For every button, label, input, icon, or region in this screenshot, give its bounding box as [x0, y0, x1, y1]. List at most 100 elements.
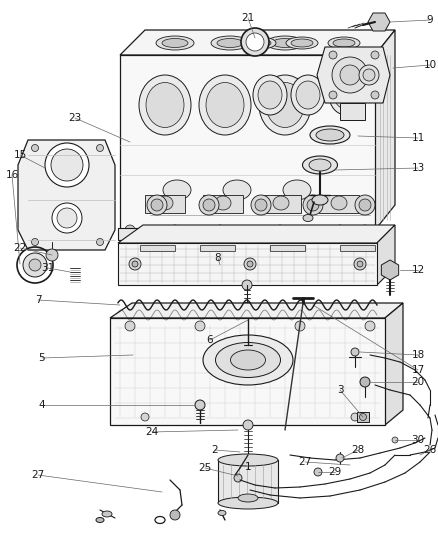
- Circle shape: [353, 258, 365, 270]
- Polygon shape: [120, 55, 374, 230]
- Circle shape: [334, 225, 344, 235]
- Polygon shape: [367, 13, 389, 31]
- Text: 11: 11: [410, 133, 424, 143]
- Circle shape: [125, 225, 135, 235]
- Text: 23: 23: [68, 113, 81, 123]
- Text: 3: 3: [336, 385, 343, 395]
- Text: 26: 26: [422, 445, 436, 455]
- Ellipse shape: [223, 180, 251, 200]
- Ellipse shape: [248, 39, 270, 47]
- Circle shape: [194, 321, 205, 331]
- Text: 20: 20: [410, 377, 424, 387]
- Ellipse shape: [285, 37, 317, 49]
- Circle shape: [362, 69, 374, 81]
- Circle shape: [339, 65, 359, 85]
- Bar: [261, 195, 300, 213]
- Ellipse shape: [230, 350, 265, 370]
- Polygon shape: [339, 103, 364, 120]
- Ellipse shape: [202, 335, 292, 385]
- Polygon shape: [381, 260, 398, 280]
- Text: 22: 22: [13, 243, 27, 253]
- Ellipse shape: [205, 83, 244, 127]
- Ellipse shape: [309, 126, 349, 144]
- Circle shape: [359, 225, 369, 235]
- Text: 27: 27: [31, 470, 45, 480]
- Ellipse shape: [102, 511, 112, 517]
- Circle shape: [96, 238, 103, 246]
- Polygon shape: [140, 245, 175, 251]
- Polygon shape: [200, 245, 234, 251]
- Circle shape: [233, 474, 241, 482]
- Ellipse shape: [272, 38, 297, 47]
- Text: 4: 4: [39, 400, 45, 410]
- Ellipse shape: [290, 39, 312, 47]
- Circle shape: [251, 195, 270, 215]
- Polygon shape: [218, 460, 277, 503]
- Circle shape: [274, 225, 284, 235]
- Ellipse shape: [215, 343, 280, 377]
- Ellipse shape: [295, 81, 319, 109]
- Circle shape: [51, 149, 83, 181]
- Text: 9: 9: [426, 15, 432, 25]
- Ellipse shape: [311, 195, 327, 205]
- Polygon shape: [356, 412, 368, 422]
- Ellipse shape: [198, 75, 251, 135]
- Circle shape: [57, 208, 77, 228]
- Ellipse shape: [265, 36, 303, 50]
- Circle shape: [202, 199, 215, 211]
- Circle shape: [328, 51, 336, 59]
- Circle shape: [356, 261, 362, 267]
- Text: 28: 28: [350, 445, 364, 455]
- Polygon shape: [118, 228, 376, 240]
- Text: 31: 31: [41, 263, 54, 273]
- Circle shape: [294, 321, 304, 331]
- Circle shape: [370, 91, 378, 99]
- Ellipse shape: [146, 83, 184, 127]
- Circle shape: [306, 199, 318, 211]
- Text: 2: 2: [211, 445, 218, 455]
- Circle shape: [125, 321, 135, 331]
- Text: 12: 12: [410, 265, 424, 275]
- Circle shape: [359, 377, 369, 387]
- Polygon shape: [316, 47, 389, 103]
- Circle shape: [335, 454, 343, 462]
- Circle shape: [350, 348, 358, 356]
- Text: 29: 29: [328, 467, 341, 477]
- Bar: [318, 195, 358, 213]
- Circle shape: [328, 91, 336, 99]
- Circle shape: [29, 259, 41, 271]
- Polygon shape: [374, 30, 394, 230]
- Ellipse shape: [302, 214, 312, 222]
- Circle shape: [96, 144, 103, 151]
- Ellipse shape: [157, 196, 173, 210]
- Ellipse shape: [315, 129, 343, 141]
- Circle shape: [244, 258, 255, 270]
- Circle shape: [364, 321, 374, 331]
- Circle shape: [129, 258, 141, 270]
- Circle shape: [243, 420, 252, 430]
- Ellipse shape: [258, 75, 310, 135]
- Ellipse shape: [216, 38, 243, 47]
- Circle shape: [45, 143, 89, 187]
- Polygon shape: [120, 30, 394, 55]
- Ellipse shape: [155, 36, 194, 50]
- Polygon shape: [118, 243, 376, 285]
- Ellipse shape: [328, 75, 362, 115]
- Text: 7: 7: [35, 295, 41, 305]
- Circle shape: [147, 195, 166, 215]
- Circle shape: [32, 144, 39, 151]
- Text: 1: 1: [244, 462, 251, 472]
- Text: 15: 15: [13, 150, 27, 160]
- Circle shape: [354, 195, 374, 215]
- Ellipse shape: [162, 180, 191, 200]
- Ellipse shape: [237, 494, 258, 502]
- Circle shape: [240, 28, 268, 56]
- Ellipse shape: [218, 511, 226, 515]
- Ellipse shape: [283, 180, 310, 200]
- Circle shape: [313, 468, 321, 476]
- Circle shape: [23, 253, 47, 277]
- Text: 10: 10: [423, 60, 435, 70]
- Ellipse shape: [211, 36, 248, 50]
- Text: 17: 17: [410, 365, 424, 375]
- Ellipse shape: [308, 159, 330, 171]
